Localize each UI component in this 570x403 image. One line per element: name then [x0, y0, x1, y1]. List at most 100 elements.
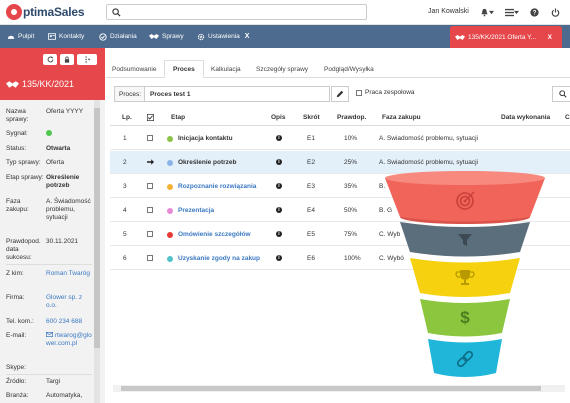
table-search-button[interactable]: [552, 86, 570, 102]
nav-pulpit[interactable]: Pulpit: [7, 25, 34, 48]
nav-ustawienia[interactable]: Ustawienia X: [197, 25, 249, 48]
row-checkbox[interactable]: [147, 183, 153, 189]
cell-etap[interactable]: Omówienie szczegółów: [167, 231, 251, 238]
cell-etap: Inicjacja kontaktu: [167, 135, 233, 142]
more-options-button[interactable]: [77, 54, 97, 65]
close-tab-sprawa[interactable]: X: [547, 33, 552, 41]
cell-opis[interactable]: i: [276, 159, 282, 165]
nav-sprawy[interactable]: Sprawy: [149, 25, 184, 48]
global-search[interactable]: [106, 4, 367, 20]
scrollbar-thumb[interactable]: [94, 108, 100, 348]
info-icon[interactable]: i: [276, 159, 282, 165]
field-value: Określenie potrzeb: [46, 174, 80, 189]
cell-etap[interactable]: Prezentacja: [167, 207, 214, 214]
process-label: Proces:: [114, 86, 144, 102]
col-prawdop[interactable]: Prawdop.: [337, 114, 367, 121]
notifications-menu[interactable]: [480, 6, 494, 18]
team-work-checkbox[interactable]: Praca zespołowa: [356, 89, 415, 96]
email-link[interactable]: rtwarog@glower.com.pl: [46, 332, 92, 348]
col-lp[interactable]: Lp.: [122, 114, 132, 121]
search-input[interactable]: [125, 5, 365, 19]
row-checkbox[interactable]: [147, 255, 153, 261]
cell-faza: A. Świadomość problemu, sytuacji: [379, 159, 478, 166]
info-icon[interactable]: i: [276, 183, 282, 189]
contact-link[interactable]: Roman Twaróg: [46, 270, 90, 277]
col-select-all[interactable]: [147, 114, 154, 123]
close-tab-ustawienia[interactable]: X: [244, 33, 250, 40]
col-etap[interactable]: Etap: [171, 114, 186, 121]
cell-mark[interactable]: [147, 255, 156, 263]
case-details: Nazwa sprawy: Oferta YYYY Sygnał: Status…: [0, 100, 105, 403]
col-data[interactable]: Data wykonania: [501, 114, 551, 121]
col-opis[interactable]: Opis: [271, 114, 286, 121]
col-faza[interactable]: Faza zakupu: [382, 114, 421, 121]
cell-opis[interactable]: i: [276, 255, 282, 261]
table-row[interactable]: 4 Prezentacja i E4 50% B. G: [110, 199, 570, 222]
power-button[interactable]: [551, 6, 560, 18]
cell-prawdop: 100%: [344, 255, 361, 262]
row-checkbox[interactable]: [147, 207, 153, 213]
actions-icon: [99, 32, 107, 41]
cell-mark[interactable]: [147, 183, 156, 191]
envelope-icon: [46, 332, 53, 337]
stage-name: Prezentacja: [178, 207, 215, 214]
table-horizontal-scrollbar[interactable]: [113, 385, 565, 392]
case-title: 135/KK/2021: [6, 79, 74, 89]
field-label: Źródło:: [6, 378, 27, 385]
nav-kontakty[interactable]: Kontakty: [48, 25, 84, 48]
table-row[interactable]: 1 Inicjacja kontaktu i E1 10% A. Świadomość p…: [110, 127, 570, 150]
menu-toggle[interactable]: [505, 6, 519, 18]
tab-sprawa-active[interactable]: 135/KK/2021 Oferta Y... X: [450, 26, 562, 48]
tab-kalkulacja[interactable]: Kalkulacja: [211, 65, 241, 73]
cell-opis[interactable]: i: [276, 231, 282, 237]
funnel-layer-2: [400, 222, 530, 257]
case-number: 135/KK/2021: [22, 79, 75, 89]
row-checkbox[interactable]: [147, 135, 153, 141]
cell-opis[interactable]: i: [276, 135, 282, 141]
field-label: E-mail:: [6, 332, 27, 339]
email-value: rtwarog@glower.com.pl: [46, 332, 92, 347]
cell-mark[interactable]: [147, 135, 156, 143]
help-button[interactable]: ?: [530, 6, 539, 18]
field-label: Branża:: [6, 392, 29, 399]
lock-button[interactable]: [60, 54, 74, 65]
col-c[interactable]: C: [565, 114, 570, 121]
table-row[interactable]: 3 Rozpoznanie rozwiązania i E3 35% B.: [110, 175, 570, 198]
stage-color-dot: [167, 135, 173, 142]
tab-szczegoly[interactable]: Szczegóły sprawy: [256, 65, 309, 73]
info-icon[interactable]: i: [276, 207, 282, 213]
table-row[interactable]: 2 Określenie potrzeb i E2 25% A. Świadomość p…: [110, 151, 570, 174]
cell-etap[interactable]: Rozpoznanie rozwiązania: [167, 183, 256, 190]
scrollbar-thumb[interactable]: [121, 386, 541, 391]
table-row[interactable]: 5 Omówienie szczegółów i E5 75% C. Wyb: [110, 223, 570, 246]
info-icon[interactable]: i: [276, 135, 282, 141]
cell-opis[interactable]: i: [276, 207, 282, 213]
checkbox[interactable]: [356, 89, 362, 96]
phone-link[interactable]: 600 234 688: [46, 318, 83, 325]
table-row[interactable]: 6 Uzyskanie zgody na zakup i E6 100% C. Wybó: [110, 247, 570, 270]
info-icon[interactable]: i: [276, 231, 282, 237]
company-link[interactable]: Glower sp. z o.o.: [46, 294, 83, 309]
info-icon[interactable]: i: [276, 255, 282, 261]
filter-icon: [458, 234, 472, 246]
nav-dzialania[interactable]: Działania: [99, 25, 137, 48]
cell-mark[interactable]: [147, 207, 156, 215]
tab-podglad[interactable]: Podgląd/Wysyłka: [324, 65, 374, 73]
process-select[interactable]: Proces test 1: [144, 86, 330, 102]
edit-process-button[interactable]: [331, 86, 349, 102]
user-name[interactable]: Jan Kowalski: [428, 8, 469, 15]
tab-podsumowanie[interactable]: Podsumowanie: [112, 65, 157, 73]
cell-mark[interactable]: [147, 231, 156, 239]
cell-skrot: E1: [307, 135, 315, 142]
col-skrot[interactable]: Skrót: [303, 114, 320, 121]
row-checkbox[interactable]: [147, 231, 153, 237]
refresh-button[interactable]: [43, 54, 57, 65]
cell-etap[interactable]: Uzyskanie zgody na zakup: [167, 255, 260, 262]
sales-funnel-graphic: $: [385, 171, 545, 377]
tab-proces[interactable]: Proces: [164, 60, 204, 78]
stage-name: Inicjacja kontaktu: [178, 135, 233, 142]
cell-mark[interactable]: [147, 159, 154, 167]
left-panel-scrollbar[interactable]: [94, 100, 100, 403]
logo[interactable]: ptimaSales: [6, 4, 85, 20]
cell-opis[interactable]: i: [276, 183, 282, 189]
